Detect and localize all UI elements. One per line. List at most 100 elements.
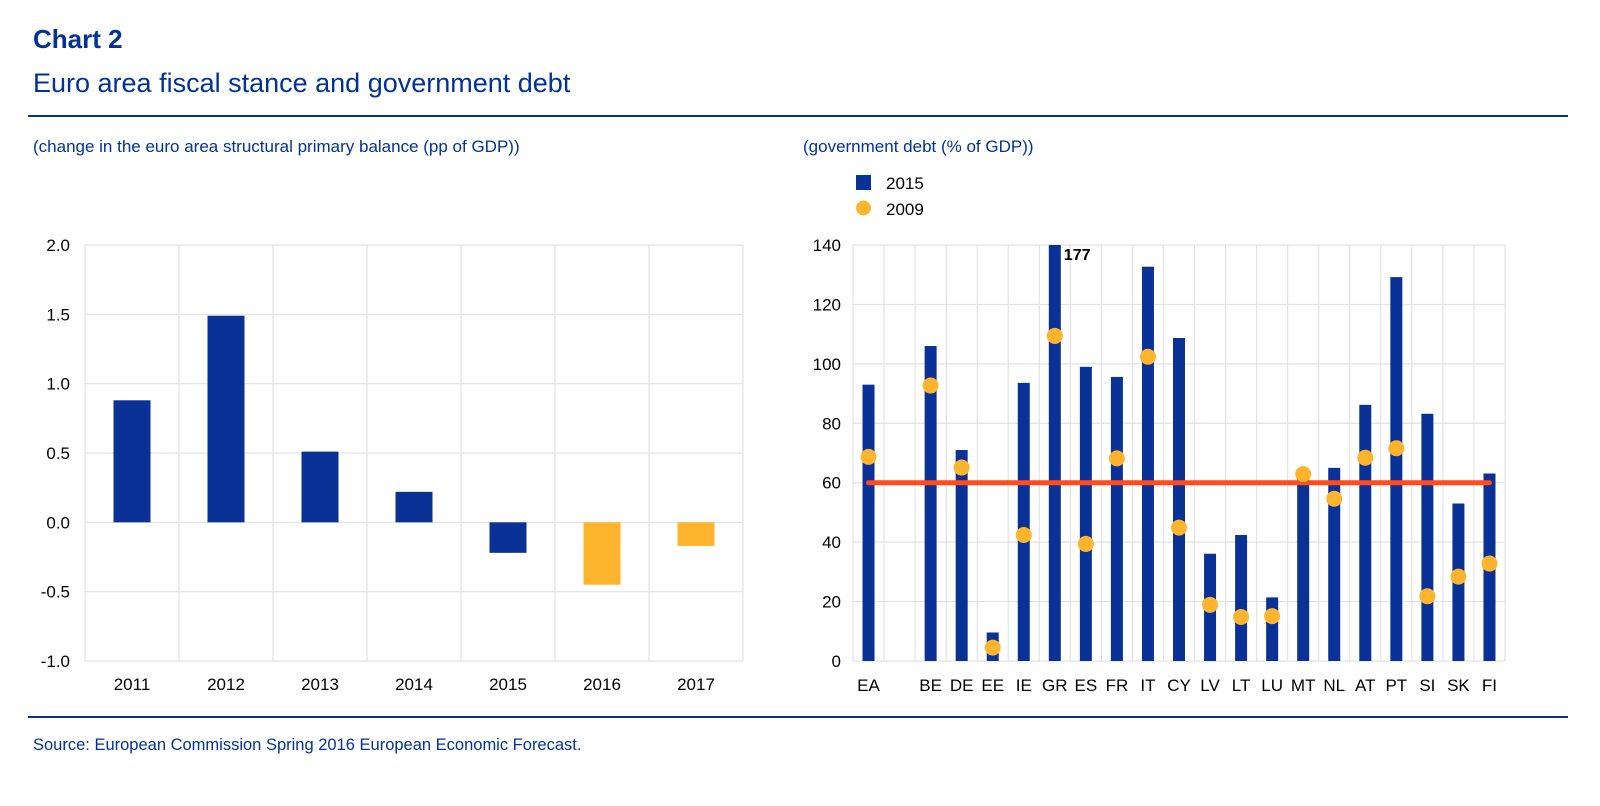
dot-2009-NL [1326,490,1343,507]
y-tick-label: 0.5 [46,444,70,463]
x-tick-label: CY [1167,676,1191,695]
y-tick-label: 0 [832,652,841,671]
legend-swatch-2015 [856,175,871,190]
right-chart-subtitle: (government debt (% of GDP)) [803,137,1034,156]
x-tick-label: SK [1447,676,1470,695]
bar-2014 [395,491,433,523]
bar-2015-EA [862,384,875,661]
x-tick-label: 2014 [395,675,433,694]
x-tick-label: 2013 [301,675,339,694]
dot-2009-GR [1046,327,1063,344]
x-tick-label: LV [1200,676,1220,695]
dot-2009-CY [1171,519,1187,536]
right-chart-government-debt: 140 120 100 80 60 40 20 0 EA BE DE EE IE GR ES FR IT CY LV… [813,174,1506,695]
y-tick-label: 20 [822,593,841,612]
dot-2009-DE [953,459,970,476]
x-tick-label: 2012 [207,675,245,694]
bar-2015-IT [1141,266,1154,661]
bar-2015-GR [1048,245,1061,661]
bar-2015-ES [1079,366,1092,661]
dot-2009-AT [1357,449,1374,466]
x-tick-label: BE [919,676,942,695]
bar-2017 [677,522,715,546]
x-tick-label: NL [1323,676,1345,695]
bar-2015-BE [924,346,937,661]
x-tick-label: IE [1016,676,1032,695]
bar-2016 [583,522,621,585]
x-tick-label: SI [1419,676,1435,695]
x-tick-label: LT [1232,676,1251,695]
dot-2009-IT [1139,348,1156,365]
dot-2009-LV [1202,596,1219,613]
y-tick-label: -0.5 [41,583,70,602]
x-tick-label: DE [950,676,974,695]
x-tick-label: 2015 [489,675,527,694]
bar-2015-MT [1297,473,1310,661]
y-tick-label: 1.5 [46,305,70,324]
chart-number: Chart 2 [33,24,123,54]
dot-2009-FI [1481,555,1498,572]
y-tick-label: 40 [822,533,841,552]
y-tick-label: 80 [822,414,841,433]
x-tick-label: FI [1482,676,1497,695]
header-divider [28,115,1568,117]
x-tick-label: MT [1291,676,1316,695]
value-annotation-GR: 177 [1064,247,1091,264]
source-note: Source: European Commission Spring 2016 … [33,736,582,754]
bar-2015-PT [1390,277,1403,661]
bar-2015-SI [1421,413,1434,661]
bar-2015-AT [1359,404,1372,661]
bar-2015-DE [955,450,968,661]
bar-2015-LT [1235,535,1248,661]
x-tick-label: IT [1140,676,1155,695]
dot-2009-PT [1388,440,1405,457]
dot-2009-BE [922,377,939,394]
dot-2009-SI [1419,588,1436,605]
x-tick-label: FR [1106,676,1129,695]
x-tick-label: 2017 [677,675,715,694]
bar-2012 [207,315,245,523]
x-tick-label: PT [1385,676,1407,695]
left-chart-subtitle: (change in the euro area structural prim… [33,137,520,156]
dot-2009-LU [1264,608,1281,625]
x-tick-label: EE [981,676,1004,695]
dot-2009-ES [1077,535,1094,552]
bar-2013 [301,451,339,523]
legend-label-2009: 2009 [886,200,924,219]
x-tick-label: EA [857,676,880,695]
y-tick-label: 100 [813,355,841,374]
left-chart-fiscal-stance: 2.0 1.5 1.0 0.5 0.0 -0.5 -1.0 2011 2012 2013 2014 2… [41,236,744,694]
y-tick-label: 1.0 [46,375,70,394]
y-tick-label: 60 [822,474,841,493]
dot-2009-MT [1295,466,1312,483]
footer-divider [28,716,1568,718]
bar-2011 [113,400,151,523]
dot-2009-EA [860,448,877,465]
x-tick-label: GR [1042,676,1068,695]
legend-label-2015: 2015 [886,174,924,193]
y-tick-label: 0.0 [46,513,70,532]
dot-2009-IE [1015,527,1032,544]
dot-2009-EE [984,639,1001,656]
x-tick-label: ES [1075,676,1098,695]
y-tick-label: 140 [813,236,841,255]
y-tick-label: -1.0 [41,652,70,671]
chart-title: Euro area fiscal stance and government d… [33,68,571,98]
bar-2015-IE [1017,382,1030,661]
bar-2015-FR [1110,376,1123,661]
y-tick-label: 120 [813,295,841,314]
x-tick-label: 2016 [583,675,621,694]
legend-swatch-2009 [856,200,871,216]
bar-2015-NL [1328,467,1341,661]
bar-2015-LU [1266,597,1279,661]
dot-2009-LT [1233,609,1250,626]
x-tick-label: LU [1261,676,1283,695]
x-tick-label: 2011 [114,675,151,694]
x-tick-label: AT [1355,676,1375,695]
y-tick-label: 2.0 [46,236,70,255]
dot-2009-SK [1450,568,1467,585]
dot-2009-FR [1108,450,1125,467]
bar-2015 [489,522,527,553]
bar-2015-CY [1173,338,1185,661]
